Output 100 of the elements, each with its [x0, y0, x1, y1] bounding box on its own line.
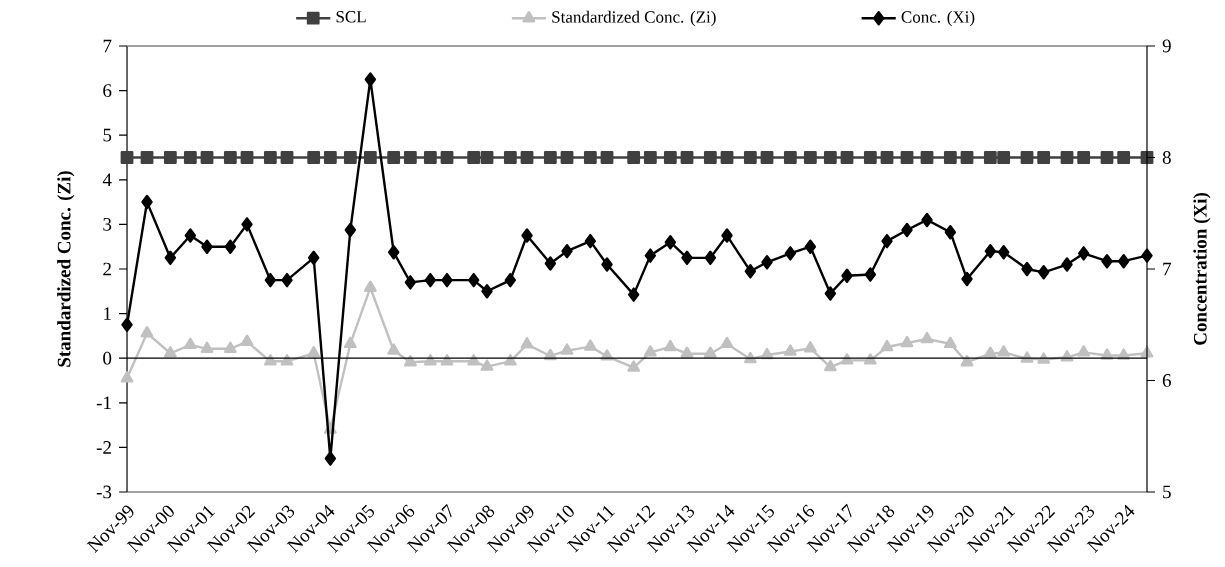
point	[520, 151, 534, 164]
point	[1100, 348, 1114, 360]
point	[163, 151, 177, 164]
point	[960, 151, 974, 164]
y2-tick-label: 9	[1162, 39, 1171, 53]
legend-label: Conc. (Xi)	[901, 10, 975, 27]
point	[644, 248, 657, 263]
point	[600, 151, 614, 164]
y2-tick-label: 6	[1162, 374, 1172, 387]
point	[307, 346, 321, 358]
point	[743, 151, 757, 164]
point	[164, 250, 177, 266]
point	[840, 151, 854, 164]
point	[240, 334, 254, 346]
y-tick-label: 3	[103, 218, 112, 231]
point	[997, 151, 1011, 164]
point	[627, 151, 641, 164]
point	[583, 151, 597, 164]
point	[583, 339, 597, 351]
point	[183, 337, 197, 350]
point	[824, 286, 837, 301]
point	[997, 245, 1010, 260]
point	[280, 354, 294, 366]
point	[503, 354, 517, 366]
point	[183, 151, 197, 164]
point	[387, 151, 401, 164]
point	[324, 451, 337, 466]
point	[521, 228, 533, 243]
point	[364, 72, 377, 87]
point	[920, 151, 934, 164]
y-tick-label: 5	[103, 128, 112, 142]
point	[520, 337, 534, 349]
point	[1077, 246, 1090, 261]
point	[343, 151, 357, 164]
point	[943, 151, 957, 164]
point	[467, 151, 481, 164]
point	[281, 272, 293, 288]
point	[761, 255, 773, 270]
point	[1077, 345, 1091, 357]
point	[504, 272, 517, 288]
point	[440, 354, 454, 366]
point	[224, 239, 237, 254]
point	[664, 235, 677, 250]
point	[387, 245, 400, 260]
point	[403, 355, 417, 367]
point	[241, 217, 253, 232]
point	[961, 271, 973, 287]
point	[721, 228, 733, 243]
point	[480, 359, 494, 371]
point	[543, 151, 557, 164]
y-tick-label: -3	[96, 485, 112, 499]
y-tick-label: 1	[104, 307, 111, 320]
point	[881, 233, 893, 249]
point	[864, 267, 877, 282]
point	[663, 151, 677, 164]
point	[784, 246, 797, 261]
point	[643, 345, 657, 357]
point	[900, 151, 914, 164]
point	[983, 346, 997, 358]
point	[440, 151, 454, 164]
point	[424, 272, 437, 288]
point	[544, 256, 557, 271]
point	[803, 341, 817, 353]
point	[643, 151, 657, 164]
point	[744, 264, 757, 279]
point	[263, 151, 277, 164]
point	[307, 151, 321, 164]
point	[601, 257, 613, 272]
point	[387, 343, 401, 355]
y-tick-label: -1	[96, 396, 111, 410]
point	[863, 151, 877, 164]
point	[1117, 151, 1131, 164]
point	[404, 275, 417, 290]
y-tick-label: 2	[103, 262, 111, 276]
point	[423, 151, 437, 164]
point	[1077, 151, 1091, 164]
point	[663, 339, 677, 352]
point	[184, 228, 197, 243]
point	[703, 151, 717, 164]
point	[561, 243, 573, 259]
point	[720, 336, 734, 349]
point	[120, 151, 134, 164]
point	[1037, 151, 1051, 164]
point	[600, 349, 614, 361]
point	[681, 250, 693, 266]
point	[804, 239, 817, 254]
point	[200, 151, 214, 164]
point	[627, 287, 640, 302]
point	[680, 346, 694, 358]
point	[680, 151, 694, 164]
point	[997, 345, 1011, 357]
point	[983, 151, 997, 164]
point	[1020, 151, 1034, 164]
point	[1117, 348, 1131, 360]
point	[363, 151, 377, 164]
point	[720, 151, 734, 164]
point	[901, 222, 913, 238]
point	[783, 151, 797, 164]
y2-tick-label: 5	[1163, 485, 1171, 499]
point	[481, 284, 493, 299]
